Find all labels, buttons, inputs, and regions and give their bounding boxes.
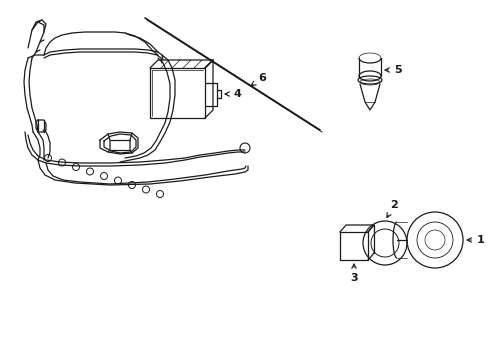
Text: 2: 2 [387, 200, 398, 217]
Text: 4: 4 [225, 89, 241, 99]
Text: 1: 1 [467, 235, 485, 245]
Text: 3: 3 [350, 264, 358, 283]
Text: 6: 6 [251, 73, 266, 86]
Text: 5: 5 [385, 65, 402, 75]
